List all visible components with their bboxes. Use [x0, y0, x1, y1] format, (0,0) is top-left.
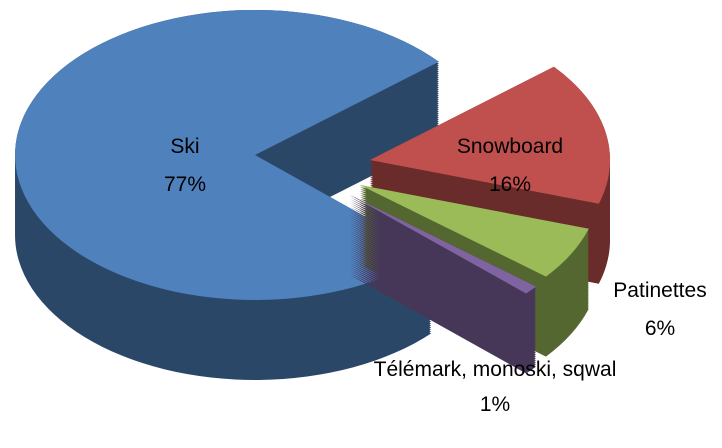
- data-label: Ski 77%: [125, 128, 245, 204]
- category-label: Télémark, monoski, sqwal: [373, 358, 617, 381]
- category-label: Ski: [170, 135, 200, 158]
- data-label: Patinettes 6%: [590, 272, 722, 348]
- value-label: 6%: [644, 317, 676, 340]
- category-label: Patinettes: [613, 279, 707, 302]
- category-label: Snowboard: [456, 135, 564, 158]
- slice-side: [350, 195, 536, 374]
- slice: [15, 9, 439, 300]
- data-label: Télémark, monoski, sqwal 1%: [365, 350, 625, 420]
- slice: [360, 185, 589, 277]
- slice: [350, 195, 536, 294]
- value-label: 16%: [488, 173, 532, 196]
- slice: [370, 66, 611, 204]
- value-label: 1%: [479, 393, 511, 416]
- data-label: Snowboard 16%: [430, 128, 590, 204]
- value-label: 77%: [163, 173, 207, 196]
